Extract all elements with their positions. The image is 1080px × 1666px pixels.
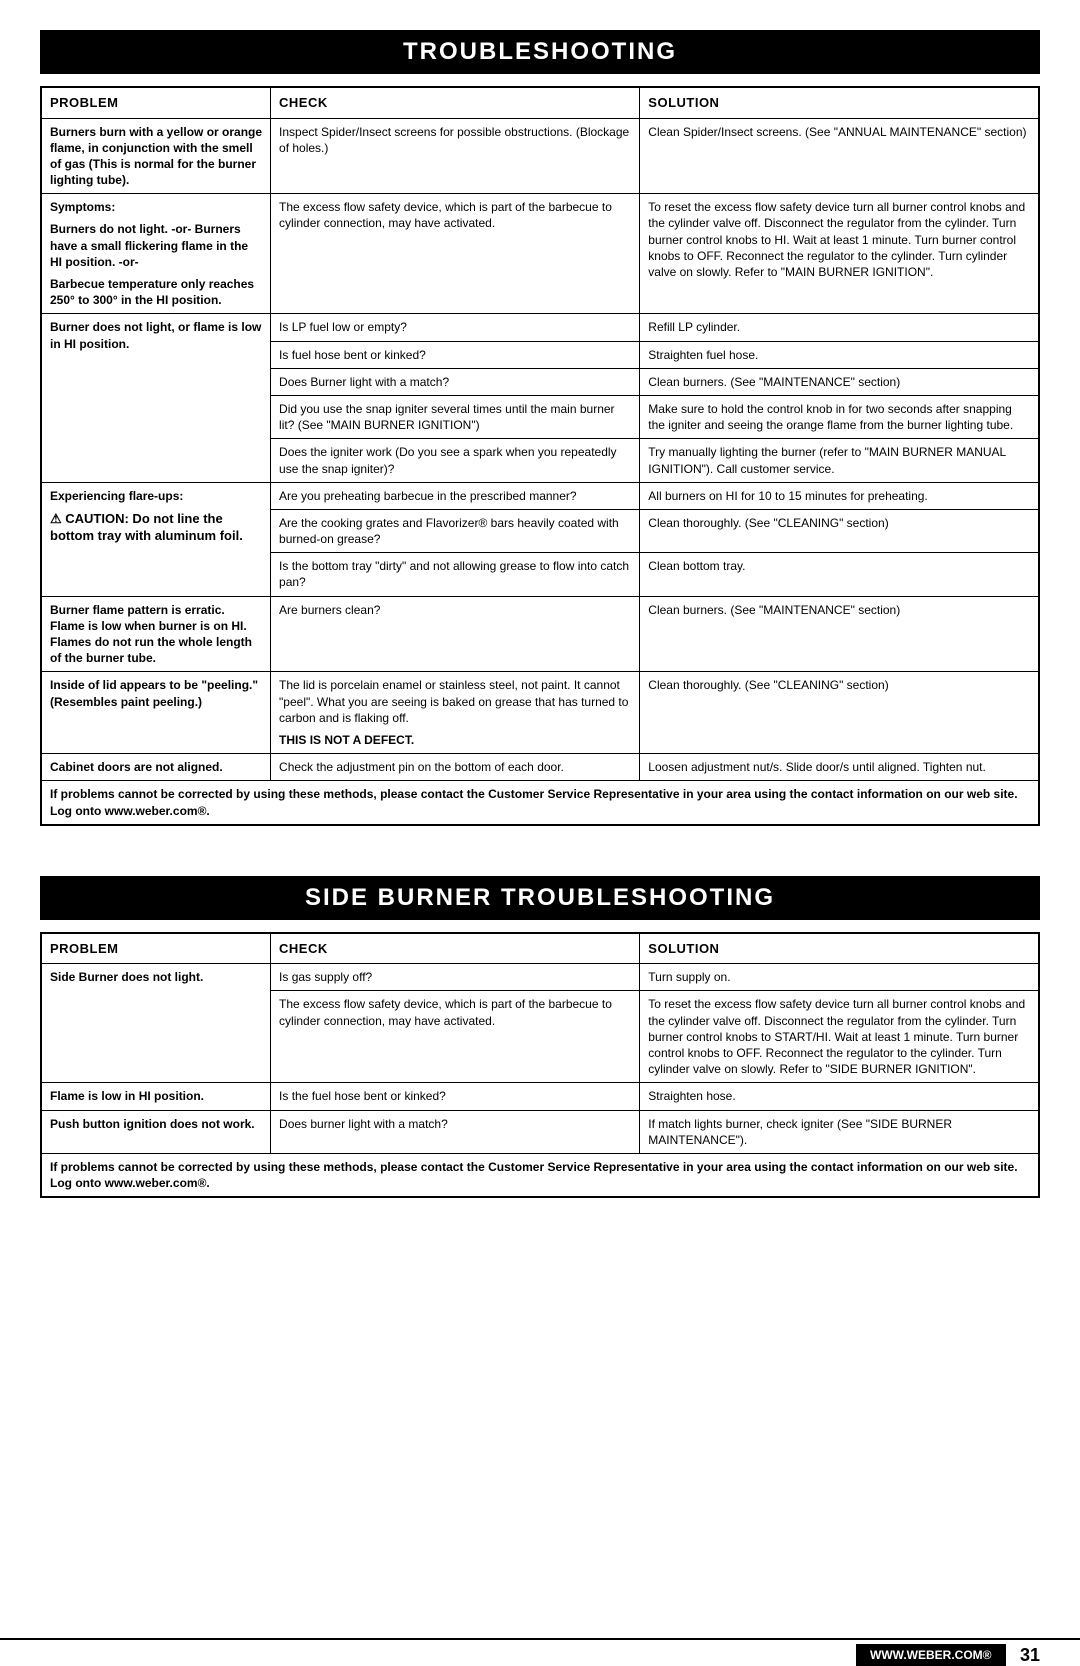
solution-cell: Clean bottom tray. <box>640 553 1039 596</box>
check-cell: Are the cooking grates and Flavorizer® b… <box>271 509 640 552</box>
header-solution: Solution <box>640 933 1039 964</box>
solution-cell: Straighten hose. <box>640 1083 1039 1110</box>
problem-cell: Burners burn with a yellow or orange fla… <box>41 118 271 194</box>
caution-text: ⚠ CAUTION: Do not line the bottom tray w… <box>50 510 262 545</box>
check-line: The lid is porcelain enamel or stainless… <box>279 677 631 726</box>
side-burner-table: Problem Check Solution Side Burner does … <box>40 932 1040 1199</box>
check-cell: Does the igniter work (Do you see a spar… <box>271 439 640 482</box>
solution-cell: To reset the excess flow safety device t… <box>640 991 1039 1083</box>
footnote-cell: If problems cannot be corrected by using… <box>41 1153 1039 1197</box>
table-row: Flame is low in HI position. Is the fuel… <box>41 1083 1039 1110</box>
solution-cell: Clean thoroughly. (See "CLEANING" sectio… <box>640 672 1039 754</box>
solution-cell: Clean burners. (See "MAINTENANCE" sectio… <box>640 368 1039 395</box>
solution-cell: Try manually lighting the burner (refer … <box>640 439 1039 482</box>
header-check: Check <box>271 933 640 964</box>
solution-cell: Clean burners. (See "MAINTENANCE" sectio… <box>640 596 1039 672</box>
check-cell: The lid is porcelain enamel or stainless… <box>271 672 640 754</box>
check-cell: Did you use the snap igniter several tim… <box>271 395 640 438</box>
table-row: Burner does not light, or flame is low i… <box>41 314 1039 341</box>
solution-cell: All burners on HI for 10 to 15 minutes f… <box>640 482 1039 509</box>
table-header-row: Problem Check Solution <box>41 87 1039 118</box>
problem-line: Experiencing flare-ups: <box>50 488 262 504</box>
check-cell: Is the fuel hose bent or kinked? <box>271 1083 640 1110</box>
table-row: Burner flame pattern is erratic. Flame i… <box>41 596 1039 672</box>
page-footer: WWW.WEBER.COM® 31 <box>0 1638 1080 1666</box>
table-row: Burners burn with a yellow or orange fla… <box>41 118 1039 194</box>
problem-cell: Side Burner does not light. <box>41 964 271 1083</box>
solution-cell: To reset the excess flow safety device t… <box>640 194 1039 314</box>
table-header-row: Problem Check Solution <box>41 933 1039 964</box>
check-cell: Is the bottom tray "dirty" and not allow… <box>271 553 640 596</box>
header-problem: Problem <box>41 933 271 964</box>
header-problem: Problem <box>41 87 271 118</box>
table-row: Push button ignition does not work. Does… <box>41 1110 1039 1153</box>
problem-cell: Inside of lid appears to be "peeling." (… <box>41 672 271 754</box>
problem-cell: Symptoms: Burners do not light. -or- Bur… <box>41 194 271 314</box>
solution-cell: Clean Spider/Insect screens. (See "ANNUA… <box>640 118 1039 194</box>
check-cell: Does burner light with a match? <box>271 1110 640 1153</box>
table-footnote-row: If problems cannot be corrected by using… <box>41 1153 1039 1197</box>
check-cell: Are you preheating barbecue in the presc… <box>271 482 640 509</box>
problem-cell: Burner does not light, or flame is low i… <box>41 314 271 482</box>
troubleshooting-table: Problem Check Solution Burners burn with… <box>40 86 1040 826</box>
problem-cell: Experiencing flare-ups: ⚠ CAUTION: Do no… <box>41 482 271 596</box>
solution-cell: Loosen adjustment nut/s. Slide door/s un… <box>640 754 1039 781</box>
table-footnote-row: If problems cannot be corrected by using… <box>41 781 1039 825</box>
check-cell: Is fuel hose bent or kinked? <box>271 341 640 368</box>
section2-title: SIDE BURNER TROUBLESHOOTING <box>40 876 1040 920</box>
solution-cell: Straighten fuel hose. <box>640 341 1039 368</box>
check-cell: Is gas supply off? <box>271 964 640 991</box>
check-cell: Check the adjustment pin on the bottom o… <box>271 754 640 781</box>
problem-cell: Cabinet doors are not aligned. <box>41 754 271 781</box>
table-row: Side Burner does not light. Is gas suppl… <box>41 964 1039 991</box>
page-number: 31 <box>1020 1645 1040 1666</box>
problem-cell: Flame is low in HI position. <box>41 1083 271 1110</box>
check-line-bold: THIS IS NOT A DEFECT. <box>279 732 631 748</box>
footnote-cell: If problems cannot be corrected by using… <box>41 781 1039 825</box>
header-solution: Solution <box>640 87 1039 118</box>
table-row: Symptoms: Burners do not light. -or- Bur… <box>41 194 1039 314</box>
problem-line: Barbecue temperature only reaches 250° t… <box>50 276 262 308</box>
check-cell: Does Burner light with a match? <box>271 368 640 395</box>
table-row: Cabinet doors are not aligned. Check the… <box>41 754 1039 781</box>
page: TROUBLESHOOTING Problem Check Solution B… <box>0 0 1080 1218</box>
table-row: Experiencing flare-ups: ⚠ CAUTION: Do no… <box>41 482 1039 509</box>
solution-cell: Turn supply on. <box>640 964 1039 991</box>
problem-cell: Burner flame pattern is erratic. Flame i… <box>41 596 271 672</box>
check-cell: The excess flow safety device, which is … <box>271 194 640 314</box>
table-row: Inside of lid appears to be "peeling." (… <box>41 672 1039 754</box>
solution-cell: If match lights burner, check igniter (S… <box>640 1110 1039 1153</box>
header-check: Check <box>271 87 640 118</box>
solution-cell: Make sure to hold the control knob in fo… <box>640 395 1039 438</box>
problem-line: Burners do not light. -or- Burners have … <box>50 221 262 270</box>
check-cell: Are burners clean? <box>271 596 640 672</box>
solution-cell: Clean thoroughly. (See "CLEANING" sectio… <box>640 509 1039 552</box>
check-cell: Is LP fuel low or empty? <box>271 314 640 341</box>
solution-cell: Refill LP cylinder. <box>640 314 1039 341</box>
footer-url: WWW.WEBER.COM® <box>856 1644 1006 1666</box>
check-cell: Inspect Spider/Insect screens for possib… <box>271 118 640 194</box>
check-cell: The excess flow safety device, which is … <box>271 991 640 1083</box>
problem-line: Symptoms: <box>50 199 262 215</box>
section1-title: TROUBLESHOOTING <box>40 30 1040 74</box>
problem-cell: Push button ignition does not work. <box>41 1110 271 1153</box>
